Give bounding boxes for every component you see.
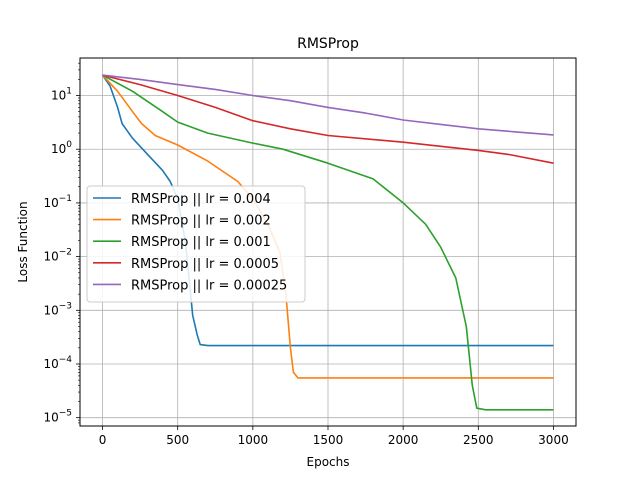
y-tick-exponent: −3: [59, 301, 72, 311]
legend-box: [86, 185, 306, 303]
chart-title: RMSProp: [297, 36, 359, 52]
y-tick-label: 100: [51, 140, 72, 156]
y-tick-label: 10−1: [43, 194, 72, 210]
y-tick-base: 10: [43, 303, 58, 317]
y-tick-exponent: −2: [59, 248, 72, 258]
x-tick-label: 500: [166, 433, 189, 447]
axis-ticks: 0 500 1000 1500 2000 2500 300010−510−410−310−2…: [43, 62, 569, 447]
x-tick-label: 1500: [313, 433, 344, 447]
y-tick-label: 101: [51, 87, 72, 103]
y-tick-exponent: −5: [59, 409, 72, 419]
x-tick-label: 2500: [463, 433, 494, 447]
legend-entry-label: RMSProp || lr = 0.004: [131, 192, 271, 207]
x-tick-label: 2000: [388, 433, 419, 447]
y-tick-exponent: 0: [66, 140, 72, 150]
y-tick-base: 10: [43, 250, 58, 264]
series-line: [102, 74, 554, 164]
legend-entry-label: RMSProp || lr = 0.001: [131, 235, 271, 250]
x-axis-label: Epochs: [307, 455, 350, 469]
y-tick-base: 10: [43, 411, 58, 425]
x-tick-label: 3000: [538, 433, 569, 447]
y-tick-exponent: −4: [59, 355, 73, 365]
y-tick-label: 10−2: [43, 248, 72, 264]
y-tick-label: 10−3: [43, 301, 72, 317]
legend-entry-label: RMSProp || lr = 0.00025: [131, 278, 287, 293]
x-tick-label: 0: [99, 433, 107, 447]
y-tick-label: 10−4: [43, 355, 72, 371]
series-line: [102, 74, 554, 411]
series-line: [102, 74, 554, 136]
y-tick-base: 10: [43, 357, 58, 371]
y-tick-base: 10: [43, 196, 58, 210]
y-tick-base: 10: [51, 89, 66, 103]
y-tick-exponent: 1: [66, 87, 72, 97]
y-tick-base: 10: [51, 142, 66, 156]
y-tick-exponent: −1: [59, 194, 72, 204]
legend-entry-label: RMSProp || lr = 0.0005: [131, 257, 279, 272]
x-tick-label: 1000: [238, 433, 269, 447]
y-axis-label: Loss Function: [16, 201, 30, 282]
legend-entry-label: RMSProp || lr = 0.002: [131, 214, 271, 229]
y-tick-label: 10−5: [43, 409, 72, 425]
legend: RMSProp || lr = 0.004 RMSProp || lr = 0.0…: [86, 185, 306, 303]
